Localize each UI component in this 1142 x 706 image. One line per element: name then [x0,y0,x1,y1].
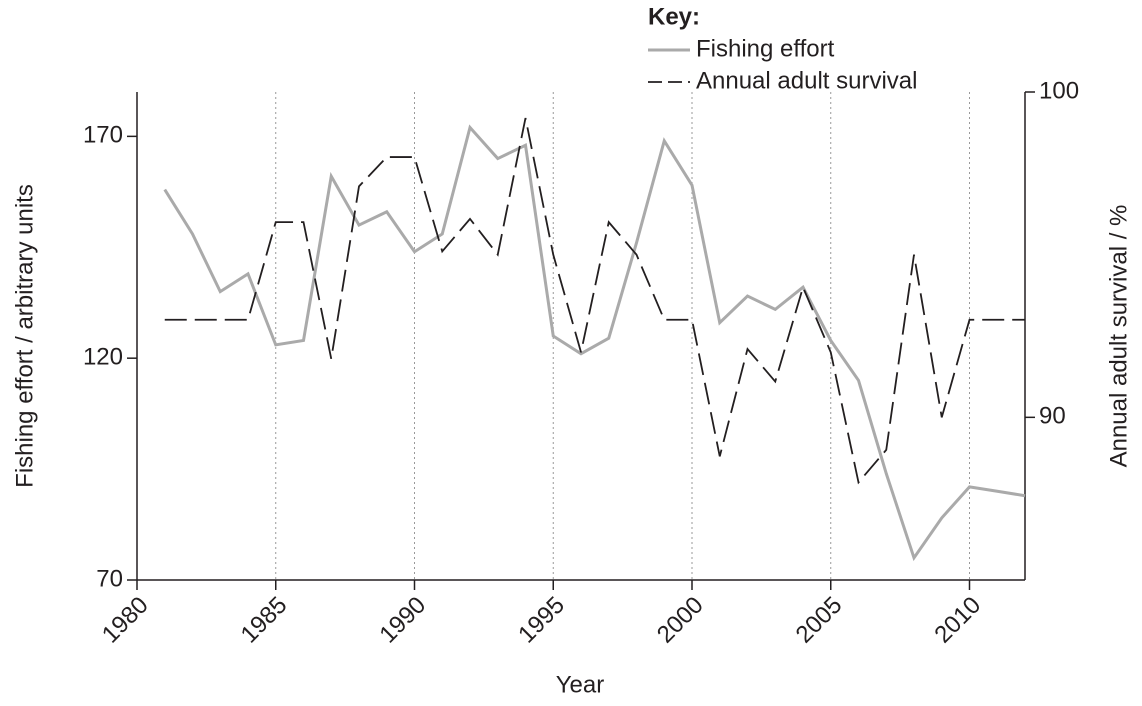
legend-label: Fishing effort [696,35,835,62]
x-tick-label: 2000 [652,592,709,649]
y-tick-label: 170 [83,122,123,149]
x-tick-label: 1985 [236,592,293,649]
data-line [163,124,1026,562]
data-line [164,117,1025,485]
legend-label: Annual adult survival [696,67,917,94]
y-tick-label: 70 [96,565,123,592]
y-axis-label: Fishing effort / arbitrary units [11,184,38,488]
x-tick-label: 2010 [929,592,986,649]
y2-tick-label: 100 [1039,77,1079,104]
y2-axis-label: Annual adult survival / % [1105,205,1132,468]
x-tick-label: 2005 [791,592,848,649]
y2-tick-label: 90 [1039,403,1066,430]
x-tick-label: 1990 [374,592,431,649]
y-tick-label: 120 [83,344,123,371]
x-tick-label: 1980 [97,592,154,649]
x-tick-label: 1995 [513,592,570,649]
x-axis-label: Year [556,671,605,698]
legend-title: Key: [648,3,700,30]
